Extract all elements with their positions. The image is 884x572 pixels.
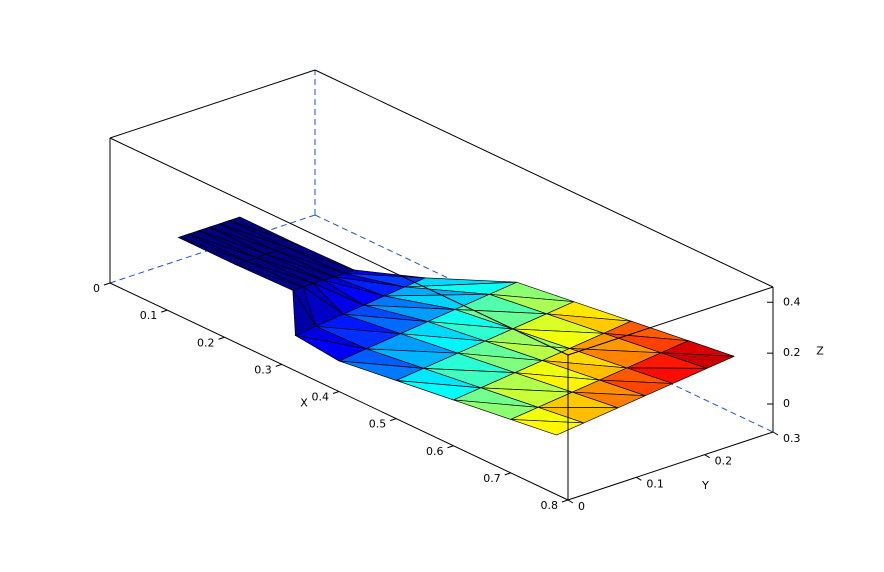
- y-tick: [636, 476, 642, 481]
- y-tick-label: 0: [578, 500, 585, 513]
- x-tick-label: 0: [93, 282, 100, 295]
- x-tick-label: 0.4: [312, 391, 330, 404]
- box-edge: [109, 69, 316, 139]
- z-tick-label: 0: [783, 397, 790, 410]
- z-tick-label: 0.2: [783, 346, 801, 359]
- hidden-edge: [109, 214, 316, 284]
- z-axis-label: Z: [816, 345, 824, 358]
- box-edge: [109, 137, 569, 356]
- x-tick-label: 0.8: [541, 499, 559, 512]
- y-tick: [772, 431, 779, 436]
- x-tick-label: 0.1: [140, 309, 158, 322]
- x-tick: [504, 472, 511, 476]
- x-tick-label: 0.2: [197, 336, 215, 349]
- x-tick: [561, 499, 569, 503]
- x-tick-label: 0.6: [426, 445, 444, 458]
- y-axis-label: Y: [701, 479, 709, 492]
- y-tick-label: 0.1: [646, 477, 664, 490]
- y-tick-label: 0.2: [715, 455, 733, 468]
- x-tick: [390, 418, 397, 422]
- x-tick: [161, 309, 168, 313]
- box-edge: [567, 431, 774, 501]
- z-tick-label: 0.4: [783, 295, 801, 308]
- x-tick: [275, 363, 282, 367]
- x-tick-label: 0.3: [254, 363, 272, 376]
- x-tick: [332, 391, 340, 394]
- x-tick: [103, 282, 111, 286]
- box-edge: [567, 286, 774, 356]
- x-tick-label: 0.5: [369, 418, 387, 431]
- x-tick: [218, 336, 225, 340]
- x-tick: [447, 445, 454, 449]
- y-tick-label: 0.3: [783, 432, 801, 445]
- x-axis-label: X: [300, 397, 308, 410]
- surface-facet: [510, 419, 585, 436]
- box-edge: [314, 69, 774, 288]
- y-tick: [567, 499, 574, 504]
- x-tick-label: 0.7: [483, 472, 501, 485]
- y-tick: [704, 454, 710, 459]
